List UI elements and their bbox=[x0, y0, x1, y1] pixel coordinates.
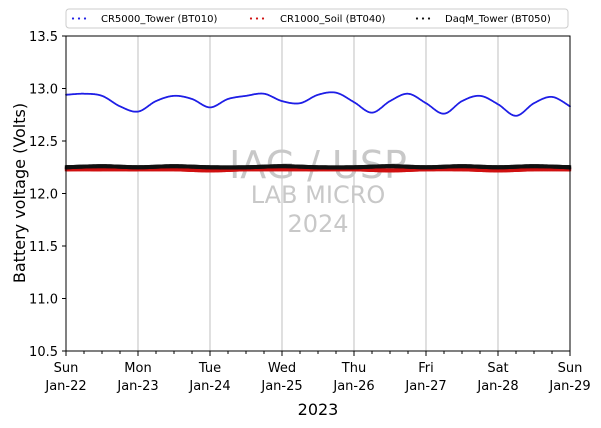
x-tick-day-6: Sat bbox=[487, 361, 508, 376]
series-3-point bbox=[86, 164, 89, 169]
series-3-point bbox=[84, 164, 87, 169]
x-tick-date-3: Jan-25 bbox=[260, 379, 302, 394]
x-tick-date-6: Jan-28 bbox=[476, 379, 518, 394]
legend-marker-1 bbox=[71, 17, 87, 20]
x-axis: Sun Jan-22 Mon Jan-23 Tue Jan-24 Wed Jan-25 Thu J… bbox=[44, 351, 591, 394]
legend-dot bbox=[261, 17, 265, 20]
series-2 bbox=[64, 167, 572, 173]
y-tick-label-3: 12.0 bbox=[29, 188, 58, 203]
legend-entry-3: DaqM_Tower (BT050) bbox=[415, 14, 551, 25]
legend-entry-1: CR5000_Tower (BT010) bbox=[71, 14, 217, 25]
series-3-point bbox=[78, 164, 81, 169]
series-3-point bbox=[81, 164, 85, 169]
y-tick-label-6: 13.5 bbox=[29, 30, 58, 45]
legend-dot bbox=[83, 17, 87, 20]
x-tick-date-7: Jan-29 bbox=[548, 379, 590, 394]
x-tick-day-2: Tue bbox=[198, 361, 221, 376]
series-2-point bbox=[78, 167, 81, 172]
series-2-point bbox=[550, 167, 553, 172]
legend-marker-2 bbox=[249, 17, 265, 20]
legend-dot bbox=[427, 17, 431, 20]
legend-label-2: CR1000_Soil (BT040) bbox=[280, 14, 386, 25]
plot-area: IAG / USP LAB MICRO 2024 bbox=[64, 35, 572, 352]
gridlines bbox=[137, 36, 499, 351]
x-tick-date-5: Jan-27 bbox=[404, 379, 446, 394]
legend-entry-2: CR1000_Soil (BT040) bbox=[249, 14, 386, 25]
x-tick-day-1: Mon bbox=[124, 361, 151, 376]
legend-label-1: CR5000_Tower (BT010) bbox=[101, 14, 217, 25]
series-3-point bbox=[550, 164, 553, 169]
series-2-point bbox=[86, 167, 89, 172]
x-tick-day-7: Sun bbox=[558, 361, 583, 376]
x-tick-day-0: Sun bbox=[54, 361, 79, 376]
x-tick-day-4: Thu bbox=[341, 361, 366, 376]
series-3-point bbox=[542, 164, 545, 169]
legend-dot bbox=[77, 17, 81, 20]
x-axis-title: 2023 bbox=[298, 400, 339, 419]
x-tick-date-1: Jan-23 bbox=[116, 379, 158, 394]
y-tick-label-5: 13.0 bbox=[29, 83, 58, 98]
x-tick-date-2: Jan-24 bbox=[188, 379, 230, 394]
legend-dot bbox=[421, 17, 425, 20]
y-tick-label-2: 11.5 bbox=[29, 240, 58, 255]
x-tick-day-5: Fri bbox=[418, 361, 434, 376]
series-2-point bbox=[542, 167, 545, 172]
x-tick-day-3: Wed bbox=[268, 361, 296, 376]
series-1 bbox=[65, 91, 571, 117]
legend-dot bbox=[415, 17, 419, 20]
series-3-point bbox=[545, 164, 549, 169]
series-3 bbox=[64, 164, 572, 170]
legend-marker-3 bbox=[415, 17, 431, 20]
x-tick-date-4: Jan-26 bbox=[332, 379, 374, 394]
watermark-line-3: 2024 bbox=[287, 210, 348, 238]
plot-background bbox=[66, 36, 570, 351]
y-tick-label-4: 12.5 bbox=[29, 135, 58, 150]
legend-frame bbox=[65, 8, 569, 29]
legend-dot bbox=[249, 17, 253, 20]
y-axis: 10.5 11.0 11.5 12.0 12.5 13.0 13.5 bbox=[29, 30, 66, 360]
series-2-point bbox=[90, 167, 93, 172]
legend: CR5000_Tower (BT010) CR1000_Soil (BT040)… bbox=[65, 8, 569, 29]
series-3-point bbox=[90, 164, 93, 169]
legend-dot bbox=[255, 17, 259, 20]
series-2-point bbox=[84, 167, 87, 172]
y-tick-label-1: 11.0 bbox=[29, 293, 58, 308]
y-tick-label-0: 10.5 bbox=[29, 345, 58, 360]
legend-dot bbox=[71, 17, 75, 20]
series-2-point bbox=[545, 167, 549, 172]
series-layer bbox=[64, 91, 572, 173]
series-2-point bbox=[81, 167, 85, 172]
x-tick-date-0: Jan-22 bbox=[44, 379, 86, 394]
legend-label-3: DaqM_Tower (BT050) bbox=[445, 14, 551, 25]
y-axis-title: Battery voltage (Volts) bbox=[10, 103, 29, 283]
watermark-line-2: LAB MICRO bbox=[251, 181, 386, 209]
